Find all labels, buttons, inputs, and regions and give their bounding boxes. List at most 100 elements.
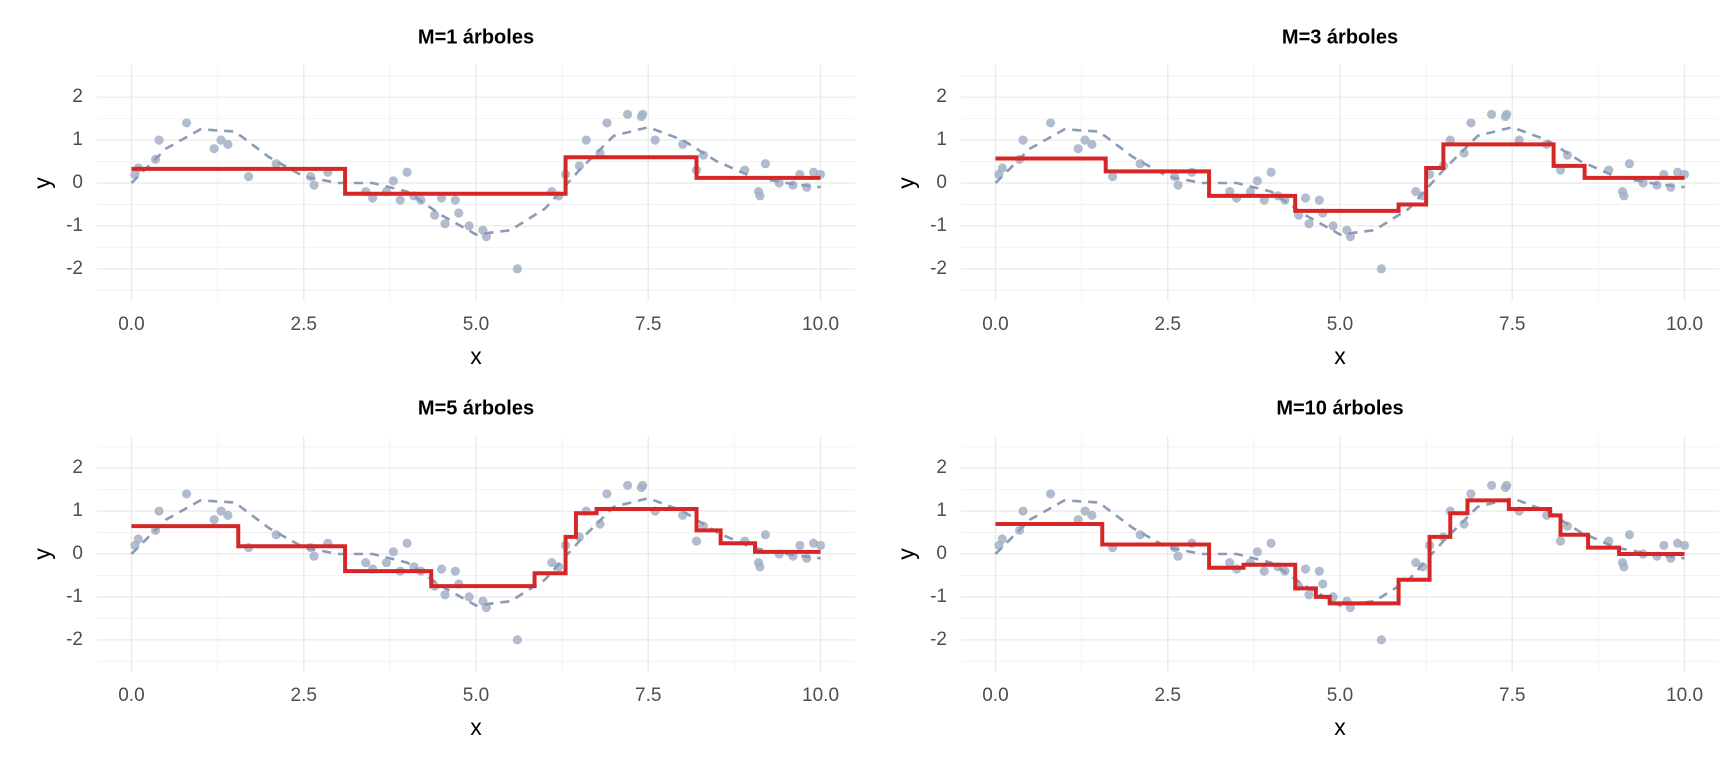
- data-point: [1304, 590, 1314, 600]
- data-point: [602, 118, 612, 128]
- data-point: [223, 510, 233, 520]
- boosting-fit: [995, 498, 1685, 606]
- data-point: [271, 159, 281, 169]
- data-point: [1173, 180, 1183, 190]
- data-point: [1679, 540, 1690, 551]
- data-point: [1252, 547, 1262, 557]
- data-point: [1659, 540, 1669, 551]
- data-point: [755, 562, 765, 572]
- data-point: [1018, 135, 1028, 145]
- y-tick-label: -2: [66, 258, 83, 279]
- x-tick-label: 0.0: [118, 314, 144, 335]
- data-point: [436, 564, 447, 574]
- data-point: [209, 144, 219, 154]
- y-tick-label: -2: [930, 258, 947, 279]
- y-tick-label: 1: [936, 500, 947, 521]
- data-point: [1080, 506, 1090, 516]
- data-point: [154, 135, 164, 145]
- data-point: [402, 167, 412, 177]
- data-point: [638, 480, 648, 490]
- data-point: [574, 161, 584, 171]
- y-tick-label: -1: [930, 586, 947, 607]
- x-tick-label: 7.5: [635, 314, 661, 335]
- y-tick-label: -1: [66, 586, 83, 607]
- data-point: [361, 557, 371, 568]
- data-point: [1225, 557, 1235, 568]
- data-point: [1073, 144, 1083, 154]
- data-point: [1411, 557, 1421, 568]
- data-point: [638, 109, 648, 119]
- data-point: [1045, 118, 1056, 128]
- x-tick-label: 5.0: [463, 685, 489, 706]
- x-tick-label: 0.0: [982, 314, 1008, 335]
- data-point: [1619, 191, 1629, 201]
- data-point: [1045, 489, 1056, 499]
- x-tick-label: 5.0: [1327, 314, 1353, 335]
- data-point: [481, 232, 491, 242]
- data-point: [760, 530, 771, 540]
- data-point: [1411, 186, 1421, 197]
- data-point: [1376, 264, 1386, 274]
- y-tick-label: -1: [66, 215, 83, 236]
- data-point: [1318, 579, 1328, 589]
- data-point: [760, 159, 771, 169]
- data-point: [209, 515, 219, 525]
- data-point: [1314, 566, 1324, 576]
- data-point: [1487, 109, 1497, 119]
- x-tick-label: 10.0: [802, 314, 839, 335]
- data-point: [388, 547, 398, 557]
- data-point: [1087, 510, 1097, 520]
- data-point: [381, 557, 392, 568]
- data-point: [650, 135, 660, 145]
- x-tick-label: 2.5: [291, 314, 317, 335]
- data-point: [1555, 536, 1566, 546]
- data-point: [271, 530, 281, 540]
- panel-title: M=10 árboles: [1276, 397, 1403, 419]
- data-point: [1345, 232, 1355, 242]
- data-point: [1624, 530, 1635, 540]
- y-tick-label: -2: [930, 629, 947, 650]
- panel-title: M=5 árboles: [418, 397, 534, 419]
- data-point: [1266, 538, 1276, 548]
- data-point: [154, 506, 164, 516]
- data-point: [388, 176, 398, 186]
- data-point: [1304, 219, 1314, 229]
- y-tick-label: 1: [72, 129, 83, 150]
- y-tick-label: 2: [72, 86, 83, 107]
- true-function: [994, 125, 1685, 236]
- data-point: [402, 538, 412, 548]
- x-tick-label: 7.5: [635, 685, 661, 706]
- data-point: [244, 171, 254, 182]
- x-axis-label: x: [1334, 714, 1346, 740]
- x-tick-label: 0.0: [982, 685, 1008, 706]
- data-point: [547, 557, 557, 568]
- data-point: [1018, 506, 1028, 516]
- x-tick-label: 2.5: [1155, 685, 1181, 706]
- y-tick-label: 0: [936, 172, 947, 193]
- data-point: [997, 534, 1007, 544]
- x-tick-label: 0.0: [118, 685, 144, 706]
- data-point: [1466, 118, 1476, 128]
- data-point: [1300, 193, 1311, 203]
- data-point: [464, 221, 474, 231]
- x-tick-label: 10.0: [802, 685, 839, 706]
- data-point: [1502, 480, 1512, 490]
- data-point: [133, 534, 143, 544]
- data-point: [309, 180, 319, 190]
- data-point: [216, 506, 226, 516]
- data-point: [464, 592, 474, 602]
- data-point: [440, 219, 450, 229]
- y-tick-label: 2: [936, 457, 947, 478]
- data-point: [1173, 551, 1183, 561]
- x-axis-label: x: [470, 714, 482, 740]
- panel-title: M=1 árboles: [418, 26, 534, 48]
- data-point: [450, 566, 460, 576]
- data-point: [1328, 221, 1338, 231]
- data-point: [815, 540, 826, 551]
- data-point: [1135, 159, 1145, 169]
- y-tick-label: 0: [936, 543, 947, 564]
- y-axis-label: y: [29, 548, 55, 560]
- data-point: [623, 480, 633, 490]
- data-point: [481, 603, 491, 613]
